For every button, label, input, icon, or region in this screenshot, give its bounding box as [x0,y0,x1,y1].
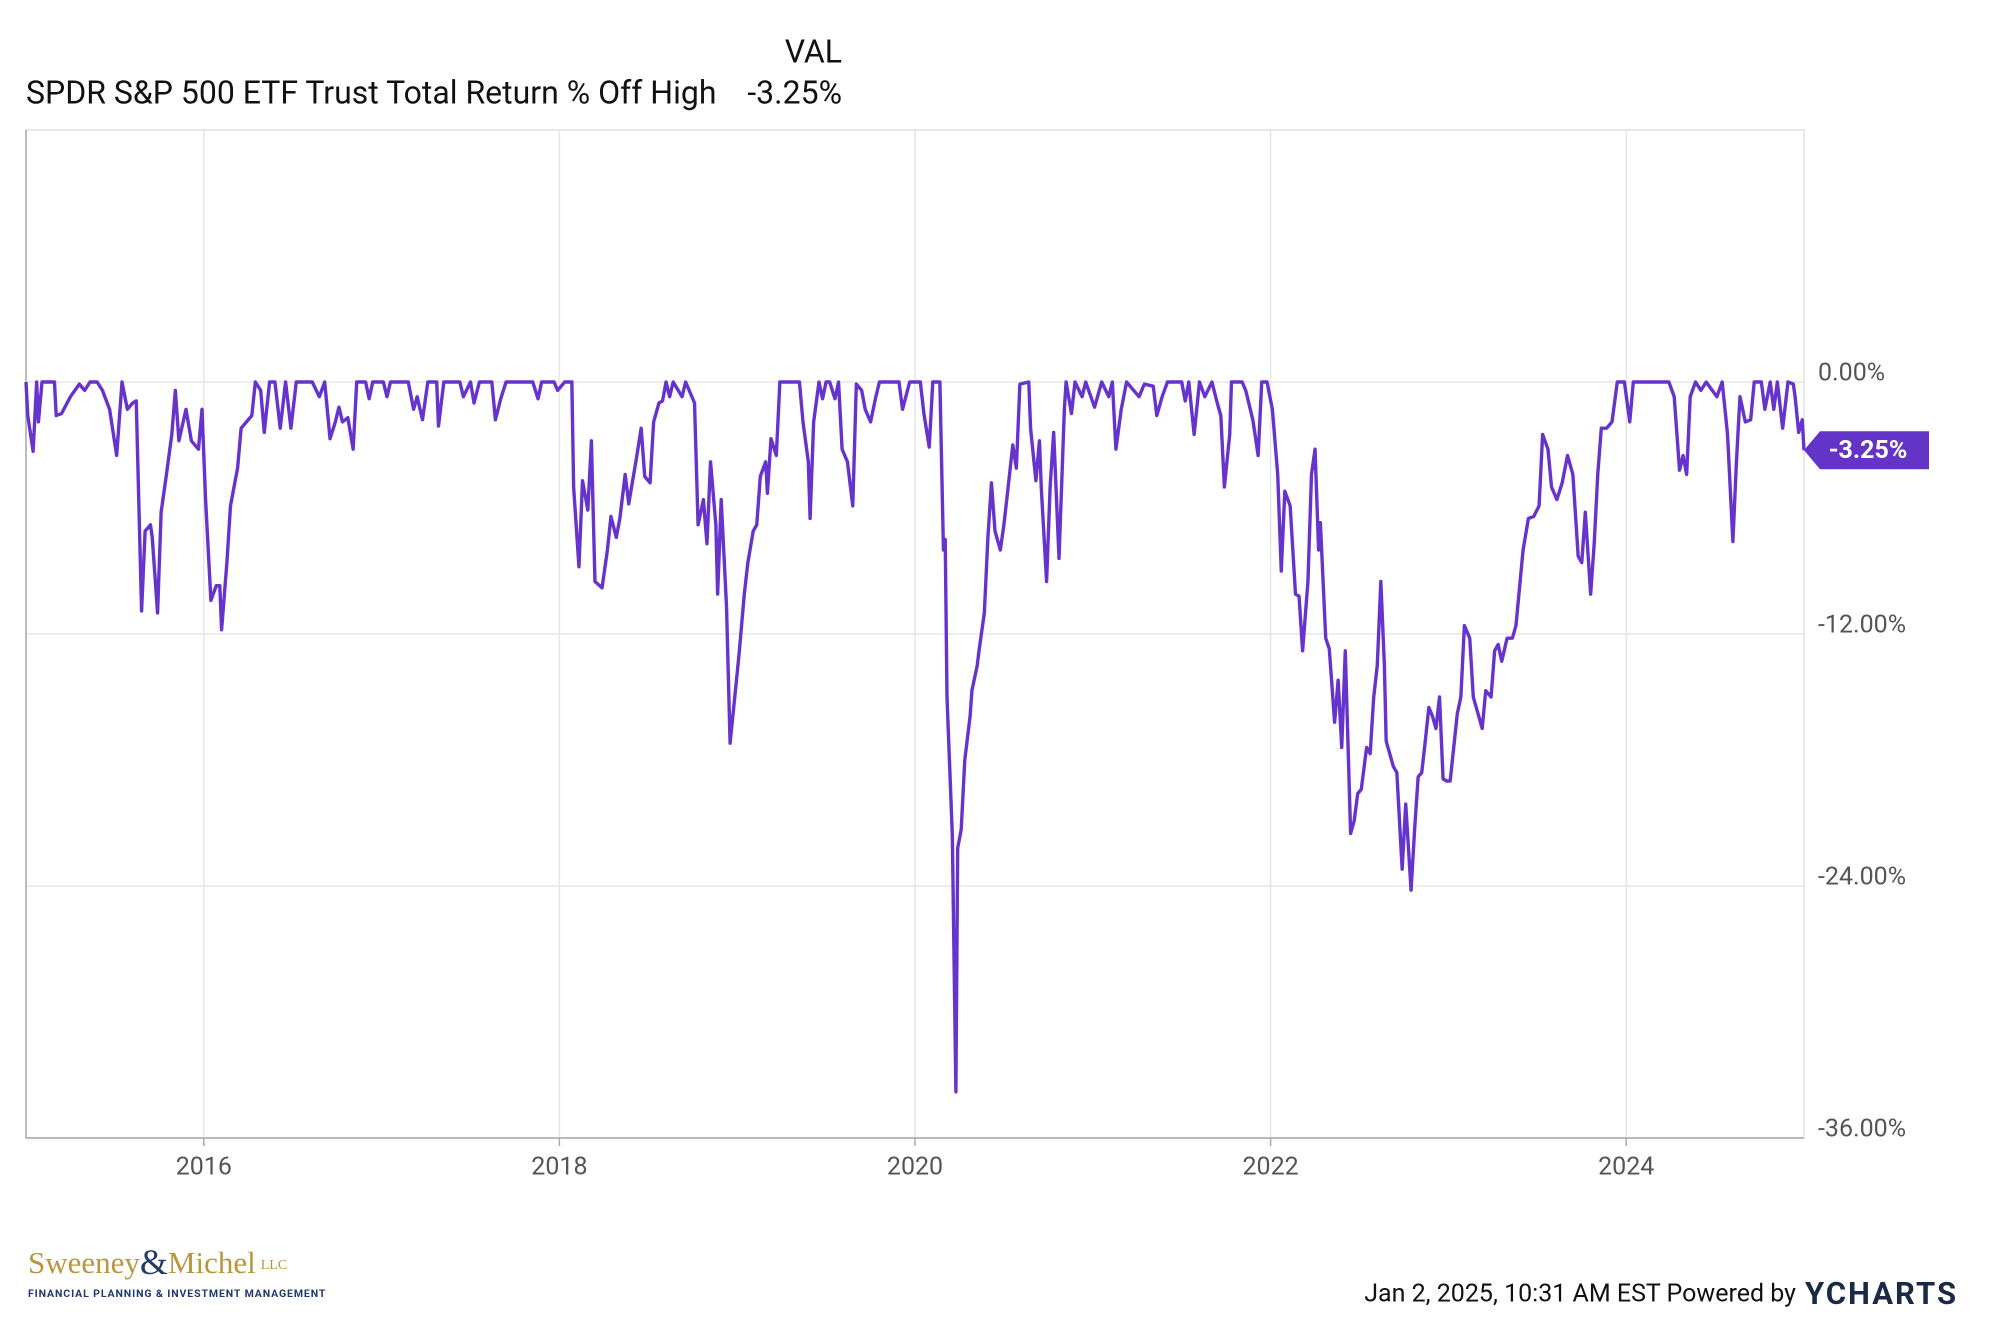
logo-ampersand: & [140,1242,168,1282]
y-tick-label: 0.00% [1818,359,1885,388]
end-value-tag: -3.25% [1804,431,1929,470]
legend-value: -3.25% [747,73,842,111]
legend-header: VAL [785,32,842,70]
logo-name: Michel [168,1245,256,1280]
end-value-tag-shape [1804,431,1929,470]
x-tick-label: 2022 [1242,1153,1298,1182]
timestamp: Jan 2, 2025, 10:31 AM EST Powered by [1364,1280,1796,1309]
logo-tagline: FINANCIAL PLANNING & INVESTMENT MANAGEME… [28,1287,326,1300]
y-tick-label: -36.00% [1818,1115,1906,1144]
series [24,380,1806,1094]
x-tick-label: 2016 [176,1153,232,1182]
x-tick-label: 2018 [531,1153,587,1182]
y-tick-label: -12.00% [1818,611,1906,640]
x-tick-label: 2024 [1598,1153,1654,1182]
logo-suffix: LLC [261,1258,287,1273]
y-tick-label: -24.00% [1818,863,1906,892]
ycharts-brand: YCHARTS [1805,1275,1958,1312]
legend-series-name: SPDR S&P 500 ETF Trust Total Return % Of… [26,73,716,111]
grid [26,130,1804,1139]
logo-text: Sweeney&Michel LLC [28,1242,287,1282]
end-value-label: -3.25% [1829,436,1908,465]
logo-name: Sweeney [28,1245,140,1280]
series-line [24,380,1806,1094]
x-tick-label: 2020 [887,1153,943,1182]
